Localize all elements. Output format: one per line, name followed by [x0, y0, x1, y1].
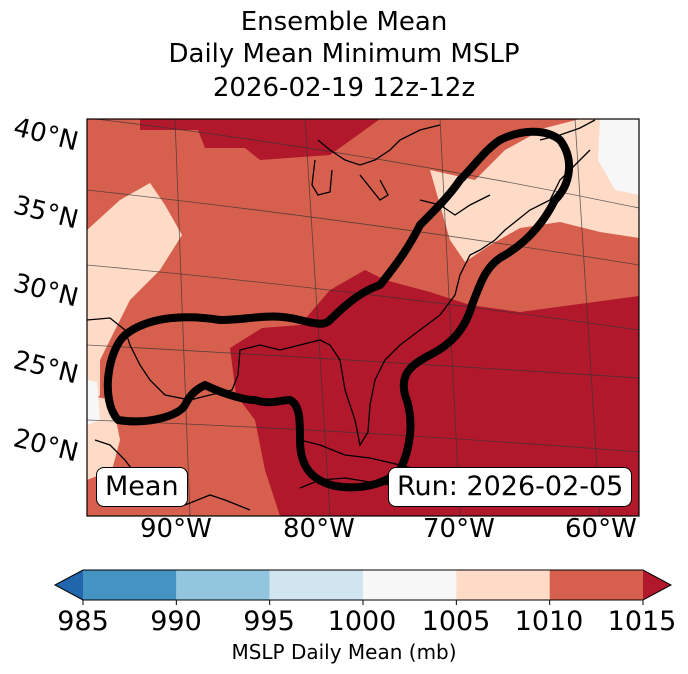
title-line-3: 2026-02-19 12z-12z — [212, 73, 476, 103]
map-frame — [86, 118, 640, 517]
colorbar-bin->1015 — [643, 570, 671, 600]
title-line-1: Ensemble Mean — [240, 7, 448, 37]
colorbar-bin-1005-1010 — [456, 570, 550, 600]
colorbar-label: MSLP Daily Mean (mb) — [231, 640, 457, 664]
colorbar-bin-1000-1005 — [363, 570, 457, 600]
lon-label-60: 60°W — [565, 514, 637, 544]
colorbar-bin-990-995 — [176, 570, 270, 600]
lon-label-70: 70°W — [423, 514, 495, 544]
field-1005-1010-northeast — [430, 119, 639, 262]
colorbar-tick-995: 995 — [243, 606, 295, 637]
field-above-1015-south — [230, 270, 639, 516]
field-1005-1010-west — [87, 183, 182, 410]
colorbar-tick-1005: 1005 — [421, 606, 491, 637]
colorbar-tick-990: 990 — [150, 606, 202, 637]
colorbar-tick-1000: 1000 — [327, 606, 397, 637]
run-date-box: Run: 2026-02-05 — [388, 467, 633, 507]
lon-label-80: 80°W — [283, 514, 355, 544]
field-1000-1005-northeast — [598, 119, 639, 195]
colorbar-bin-1010-1015 — [549, 570, 643, 600]
title-line-2: Daily Mean Minimum MSLP — [168, 39, 520, 69]
colorbar-tick-1015: 1015 — [607, 606, 677, 637]
field-1000-1005-west — [87, 380, 100, 425]
map-area — [87, 119, 639, 516]
colorbar-bin-985-990 — [83, 570, 177, 600]
colorbar-tick-985: 985 — [57, 606, 109, 637]
lon-label-90: 90°W — [140, 514, 212, 544]
colorbar-bin-<985 — [55, 570, 83, 600]
contour-line — [103, 127, 574, 492]
mean-label-box: Mean — [96, 467, 188, 507]
colorbar-bin-995-1000 — [269, 570, 363, 600]
colorbar — [53, 569, 673, 605]
colorbar-tick-1010: 1010 — [514, 606, 584, 637]
